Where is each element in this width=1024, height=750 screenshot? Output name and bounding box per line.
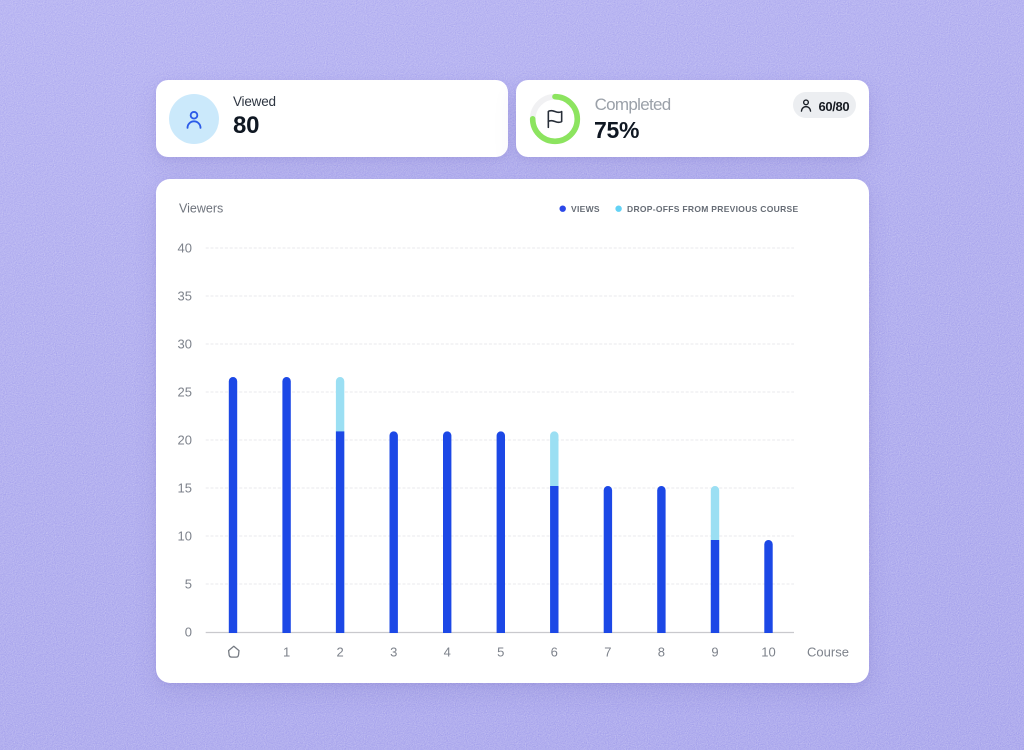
svg-text:25: 25 xyxy=(178,384,192,399)
svg-text:2: 2 xyxy=(336,645,343,660)
svg-text:10: 10 xyxy=(761,645,775,660)
svg-text:35: 35 xyxy=(178,288,192,303)
svg-text:9: 9 xyxy=(711,645,718,660)
svg-text:DROP-OFFS FROM PREVIOUS COURSE: DROP-OFFS FROM PREVIOUS COURSE xyxy=(627,204,798,214)
svg-text:Course: Course xyxy=(807,645,849,660)
svg-text:6: 6 xyxy=(551,645,558,660)
svg-text:1: 1 xyxy=(283,645,290,660)
svg-text:4: 4 xyxy=(444,645,451,660)
svg-text:40: 40 xyxy=(178,240,192,255)
svg-text:30: 30 xyxy=(178,336,192,351)
svg-text:5: 5 xyxy=(497,645,504,660)
svg-text:15: 15 xyxy=(178,480,192,495)
svg-text:7: 7 xyxy=(604,645,611,660)
svg-text:5: 5 xyxy=(185,576,192,591)
svg-text:10: 10 xyxy=(178,528,192,543)
svg-text:VIEWS: VIEWS xyxy=(571,204,600,214)
svg-text:0: 0 xyxy=(185,624,192,639)
svg-text:Viewers: Viewers xyxy=(179,202,223,216)
svg-text:20: 20 xyxy=(178,432,192,447)
svg-text:3: 3 xyxy=(390,645,397,660)
svg-text:8: 8 xyxy=(658,645,665,660)
